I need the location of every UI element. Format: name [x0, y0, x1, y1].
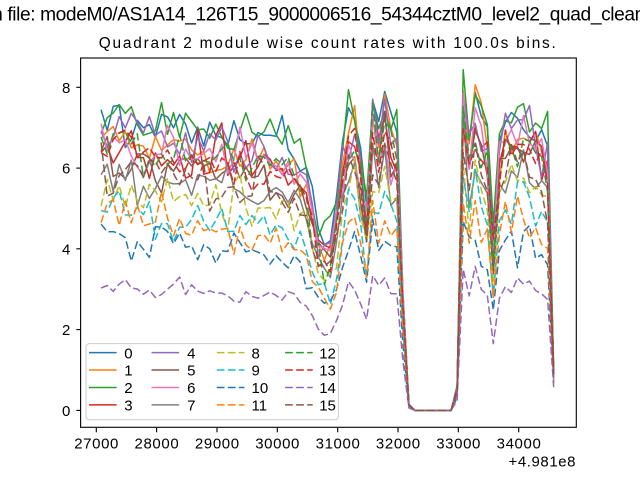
svg-text:4: 4	[62, 241, 70, 258]
svg-text:0: 0	[62, 403, 70, 420]
svg-text:+4.981e8: +4.981e8	[509, 453, 576, 470]
svg-text:1: 1	[124, 363, 132, 380]
svg-text:11: 11	[252, 398, 268, 415]
svg-text:12: 12	[319, 345, 336, 362]
svg-text:32000: 32000	[376, 435, 420, 452]
svg-text:0: 0	[124, 345, 132, 362]
svg-text:29000: 29000	[195, 435, 239, 452]
svg-text:31000: 31000	[316, 435, 360, 452]
svg-text:9: 9	[252, 363, 260, 380]
svg-text:33000: 33000	[436, 435, 480, 452]
svg-text:clean file: modeM0/AS1A14_126T: clean file: modeM0/AS1A14_126T15_9000006…	[0, 5, 640, 26]
svg-text:14: 14	[319, 380, 336, 397]
svg-text:Quadrant 2 module wise count r: Quadrant 2 module wise count rates with …	[99, 35, 556, 52]
svg-text:8: 8	[62, 80, 70, 97]
svg-text:15: 15	[319, 398, 336, 415]
svg-text:13: 13	[319, 363, 336, 380]
svg-text:2: 2	[124, 380, 132, 397]
svg-text:28000: 28000	[135, 435, 179, 452]
svg-text:7: 7	[187, 398, 195, 415]
svg-text:6: 6	[187, 380, 195, 397]
svg-text:6: 6	[62, 161, 70, 178]
svg-text:34000: 34000	[497, 435, 541, 452]
svg-text:3: 3	[124, 398, 132, 415]
svg-text:30000: 30000	[255, 435, 299, 452]
svg-text:8: 8	[252, 345, 260, 362]
svg-text:5: 5	[187, 363, 195, 380]
svg-text:10: 10	[252, 380, 269, 397]
svg-text:4: 4	[187, 345, 195, 362]
svg-text:2: 2	[62, 322, 70, 339]
svg-text:27000: 27000	[74, 435, 118, 452]
